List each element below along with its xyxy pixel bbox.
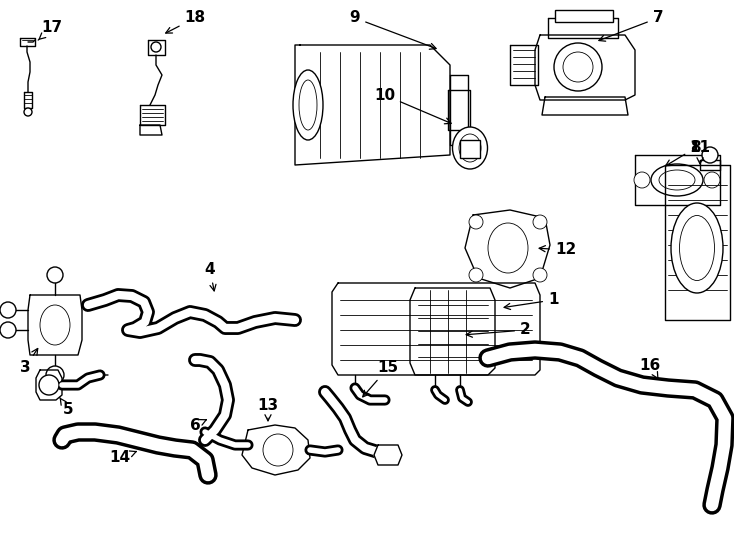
Polygon shape [374, 445, 402, 465]
Circle shape [46, 366, 64, 384]
Ellipse shape [459, 134, 481, 162]
Polygon shape [450, 75, 468, 145]
Circle shape [469, 215, 483, 229]
Text: 17: 17 [38, 21, 62, 40]
Circle shape [39, 375, 59, 395]
Polygon shape [548, 18, 618, 38]
Polygon shape [36, 370, 62, 400]
Polygon shape [140, 125, 162, 135]
Polygon shape [465, 210, 550, 288]
Ellipse shape [488, 223, 528, 273]
Text: 18: 18 [166, 10, 206, 33]
Polygon shape [28, 295, 82, 355]
Text: 6: 6 [189, 417, 206, 433]
Circle shape [151, 42, 161, 52]
Polygon shape [700, 160, 720, 170]
Circle shape [704, 172, 720, 188]
Circle shape [702, 147, 718, 163]
Text: 10: 10 [374, 87, 451, 124]
Ellipse shape [263, 434, 293, 466]
Text: 2: 2 [466, 322, 531, 338]
Bar [555, 10, 613, 22]
Polygon shape [332, 283, 540, 375]
Bar [460, 140, 480, 158]
Text: 8: 8 [666, 140, 701, 166]
Ellipse shape [671, 203, 723, 293]
Ellipse shape [554, 43, 602, 91]
Circle shape [533, 215, 547, 229]
Text: 14: 14 [109, 450, 137, 465]
Ellipse shape [452, 127, 487, 169]
Text: 13: 13 [258, 397, 279, 421]
Polygon shape [140, 105, 165, 125]
Circle shape [0, 302, 16, 318]
Polygon shape [24, 92, 32, 108]
Ellipse shape [293, 70, 323, 140]
Ellipse shape [299, 80, 317, 130]
Polygon shape [542, 97, 628, 115]
Polygon shape [410, 288, 495, 375]
Text: 3: 3 [20, 348, 37, 375]
Circle shape [47, 267, 63, 283]
Circle shape [469, 268, 483, 282]
Text: 12: 12 [539, 242, 576, 258]
Polygon shape [535, 35, 635, 100]
Polygon shape [295, 45, 450, 165]
Ellipse shape [659, 170, 695, 190]
Text: 15: 15 [363, 361, 399, 397]
Polygon shape [148, 40, 165, 55]
Circle shape [634, 172, 650, 188]
Text: 1: 1 [504, 293, 559, 309]
Polygon shape [510, 45, 538, 85]
Text: 7: 7 [599, 10, 664, 41]
Text: 9: 9 [349, 10, 436, 49]
Text: 16: 16 [639, 357, 661, 379]
Circle shape [533, 268, 547, 282]
Circle shape [0, 322, 16, 338]
Text: 5: 5 [59, 397, 73, 417]
Ellipse shape [680, 215, 714, 280]
Text: 11: 11 [689, 140, 711, 164]
Polygon shape [448, 90, 470, 130]
Polygon shape [242, 425, 310, 475]
Ellipse shape [651, 164, 703, 196]
Ellipse shape [40, 305, 70, 345]
Ellipse shape [563, 52, 593, 82]
Polygon shape [665, 165, 730, 320]
Text: 4: 4 [205, 262, 216, 291]
Circle shape [24, 108, 32, 116]
Polygon shape [20, 38, 35, 46]
Polygon shape [635, 155, 720, 205]
